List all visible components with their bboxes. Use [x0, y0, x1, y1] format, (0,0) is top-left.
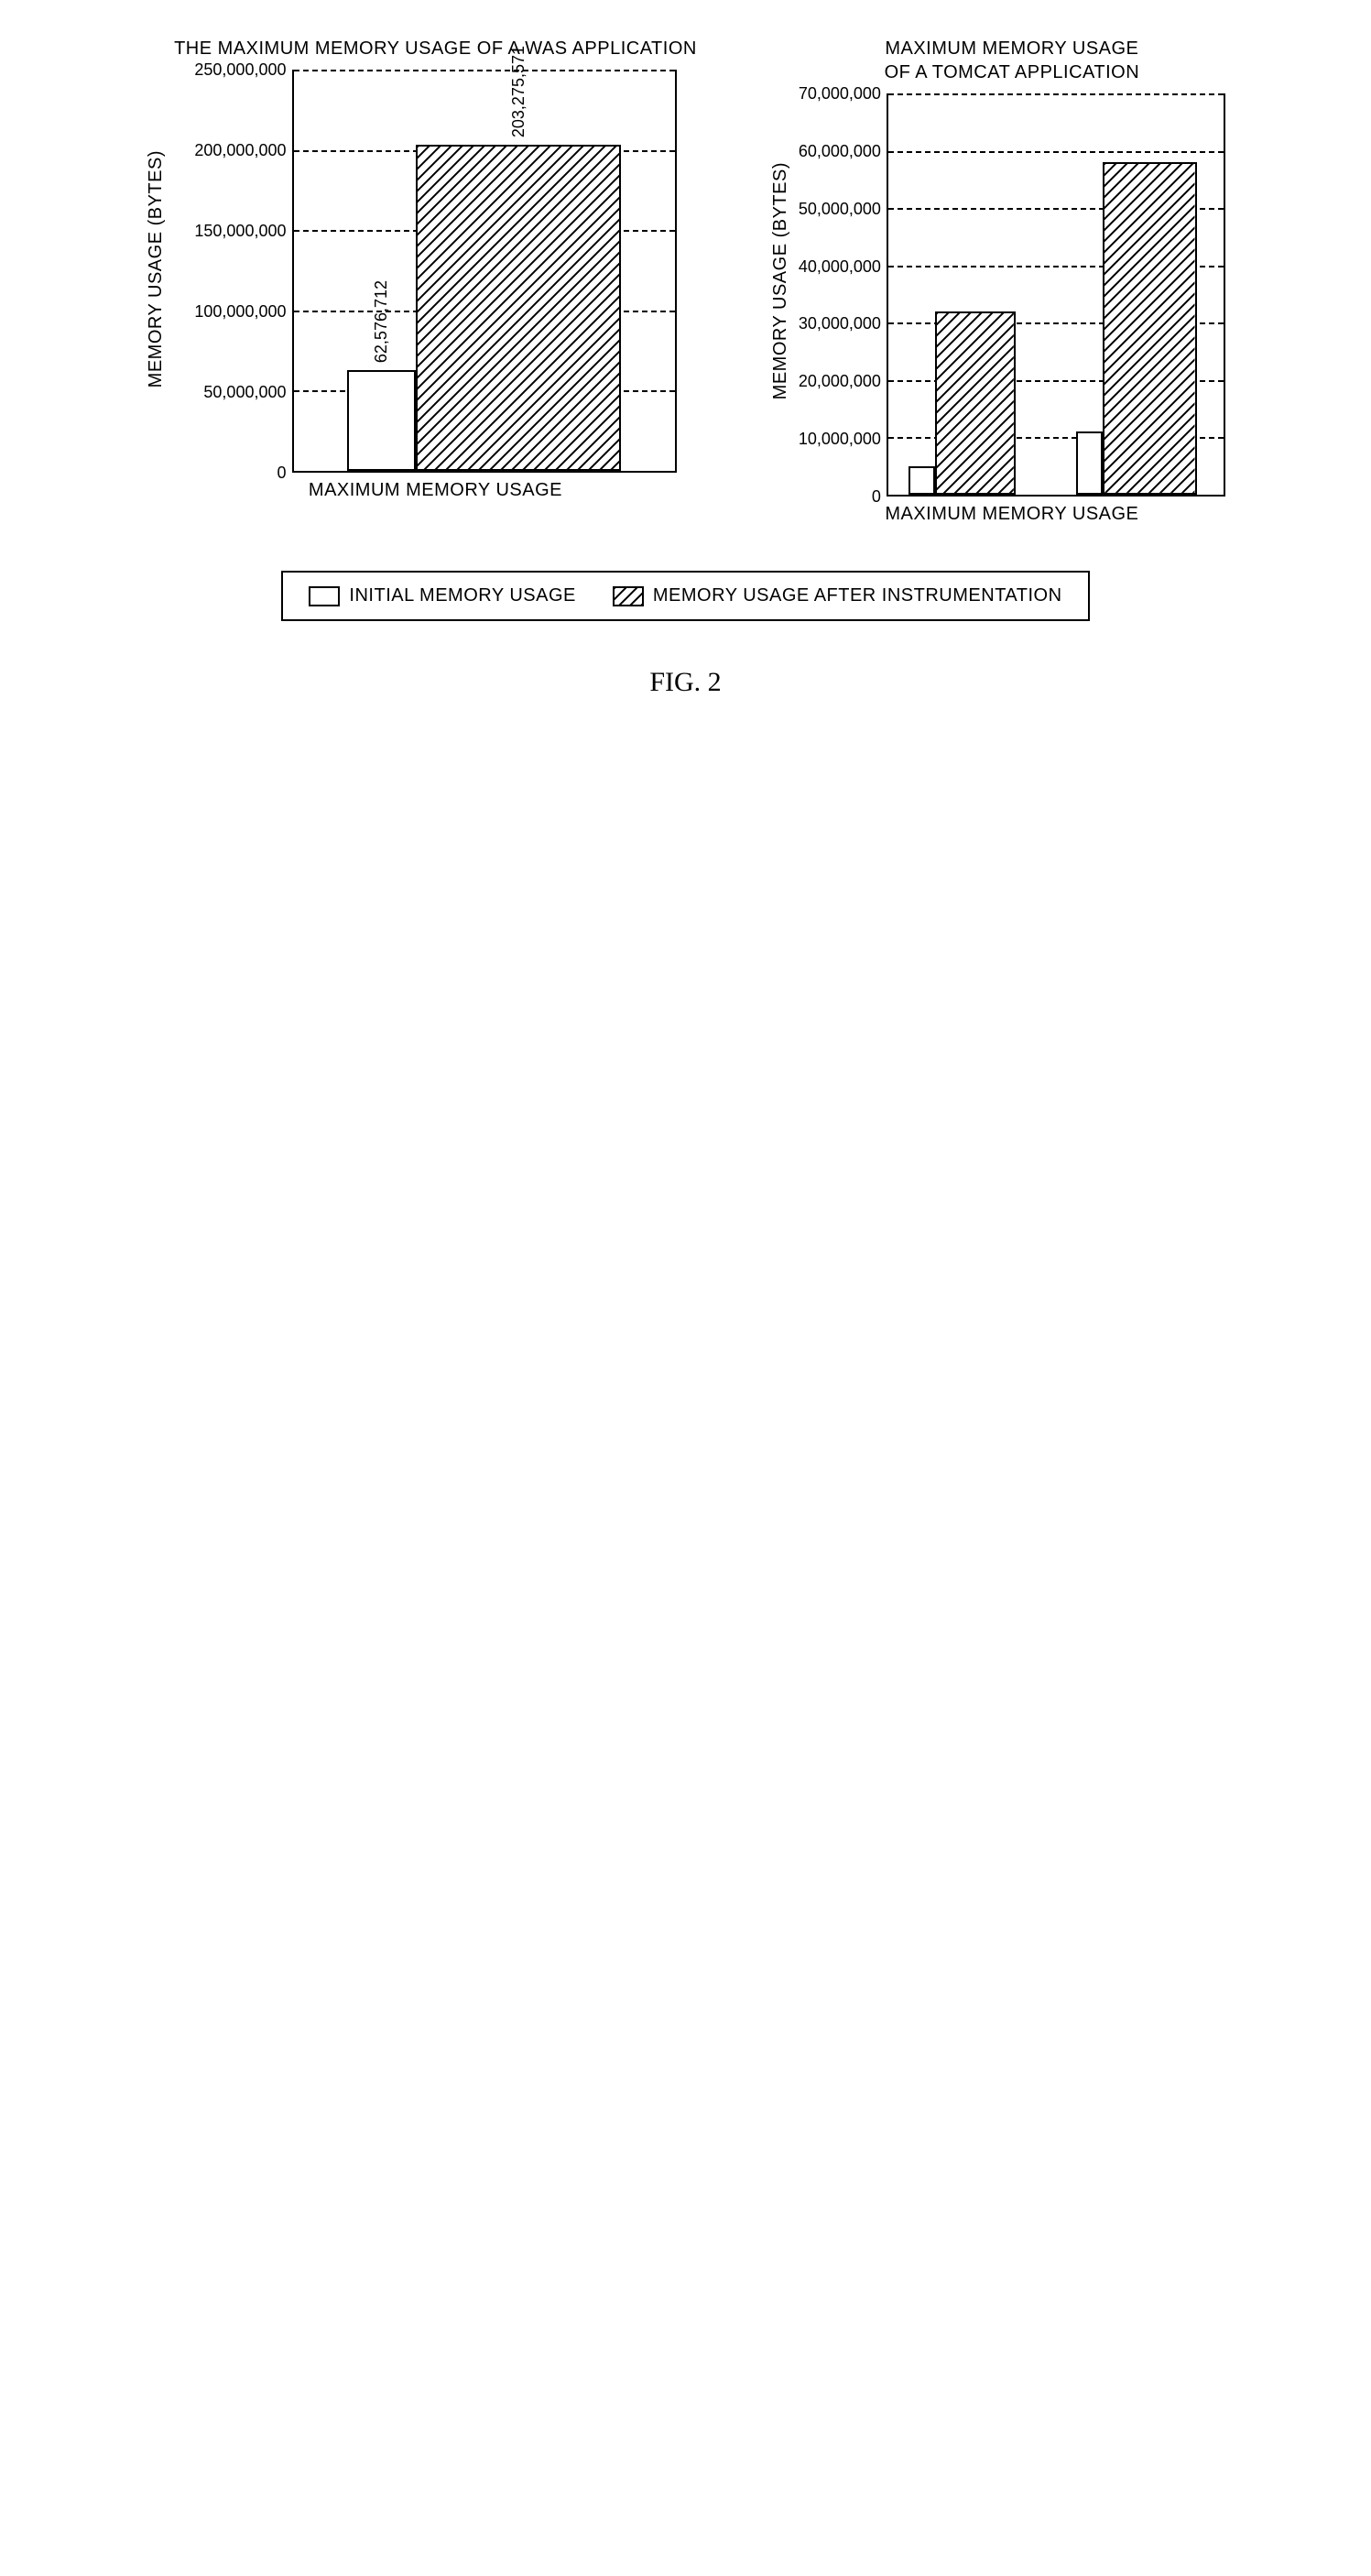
xlabel-was: MAXIMUM MEMORY USAGE [309, 480, 562, 501]
charts-row: MEMORY USAGE (BYTES) THE MAXIMUM MEMORY … [146, 37, 1225, 525]
plot-area-was: 62,576,712203,275,571 [292, 70, 677, 473]
bar-initial [909, 466, 935, 495]
figure-label: FIG. 2 [649, 667, 721, 698]
bar-initial [347, 370, 416, 471]
chart-title-tomcat-l1: MAXIMUM MEMORY USAGE [885, 38, 1138, 59]
bar-value-label: 62,576,712 [372, 280, 391, 363]
yticks-was: 250,000,000200,000,000150,000,000100,000… [194, 70, 291, 473]
bar-instrumented [935, 311, 1016, 495]
legend-swatch-plain [309, 586, 340, 606]
ylabel-tomcat: MEMORY USAGE (BYTES) [770, 162, 791, 399]
chart-was: MEMORY USAGE (BYTES) THE MAXIMUM MEMORY … [146, 37, 697, 501]
chart-body-tomcat: MAXIMUM MEMORY USAGE OF A TOMCAT APPLICA… [799, 37, 1225, 525]
xlabel-tomcat: MAXIMUM MEMORY USAGE [885, 504, 1138, 525]
bar-instrumented [416, 145, 622, 471]
legend-item-initial: INITIAL MEMORY USAGE [309, 585, 575, 606]
legend-label-initial: INITIAL MEMORY USAGE [349, 585, 575, 606]
chart-title-was: THE MAXIMUM MEMORY USAGE OF A WAS APPLIC… [174, 37, 697, 60]
chart-title-tomcat: MAXIMUM MEMORY USAGE OF A TOMCAT APPLICA… [885, 37, 1140, 84]
legend-label-instrumented: MEMORY USAGE AFTER INSTRUMENTATION [653, 585, 1062, 606]
bar-instrumented [1103, 162, 1196, 495]
ylabel-was: MEMORY USAGE (BYTES) [146, 150, 167, 387]
plot-row-tomcat: 70,000,00060,000,00050,000,00040,000,000… [799, 93, 1225, 497]
bar-initial [1076, 431, 1103, 495]
plot-row-was: 250,000,000200,000,000150,000,000100,000… [194, 70, 676, 473]
grid-line [888, 151, 1224, 153]
legend-item-instrumented: MEMORY USAGE AFTER INSTRUMENTATION [613, 585, 1062, 606]
chart-title-tomcat-l2: OF A TOMCAT APPLICATION [885, 62, 1140, 82]
bar-value-label: 203,275,571 [509, 46, 528, 137]
legend-swatch-hatched [613, 586, 644, 606]
legend: INITIAL MEMORY USAGE MEMORY USAGE AFTER … [281, 571, 1089, 621]
figure-page: MEMORY USAGE (BYTES) THE MAXIMUM MEMORY … [37, 37, 1334, 698]
plot-area-tomcat [887, 93, 1225, 497]
grid-line [888, 93, 1224, 95]
chart-body-was: THE MAXIMUM MEMORY USAGE OF A WAS APPLIC… [174, 37, 697, 501]
grid-line [294, 70, 675, 71]
chart-tomcat: MEMORY USAGE (BYTES) MAXIMUM MEMORY USAG… [770, 37, 1225, 525]
yticks-tomcat: 70,000,00060,000,00050,000,00040,000,000… [799, 93, 887, 497]
